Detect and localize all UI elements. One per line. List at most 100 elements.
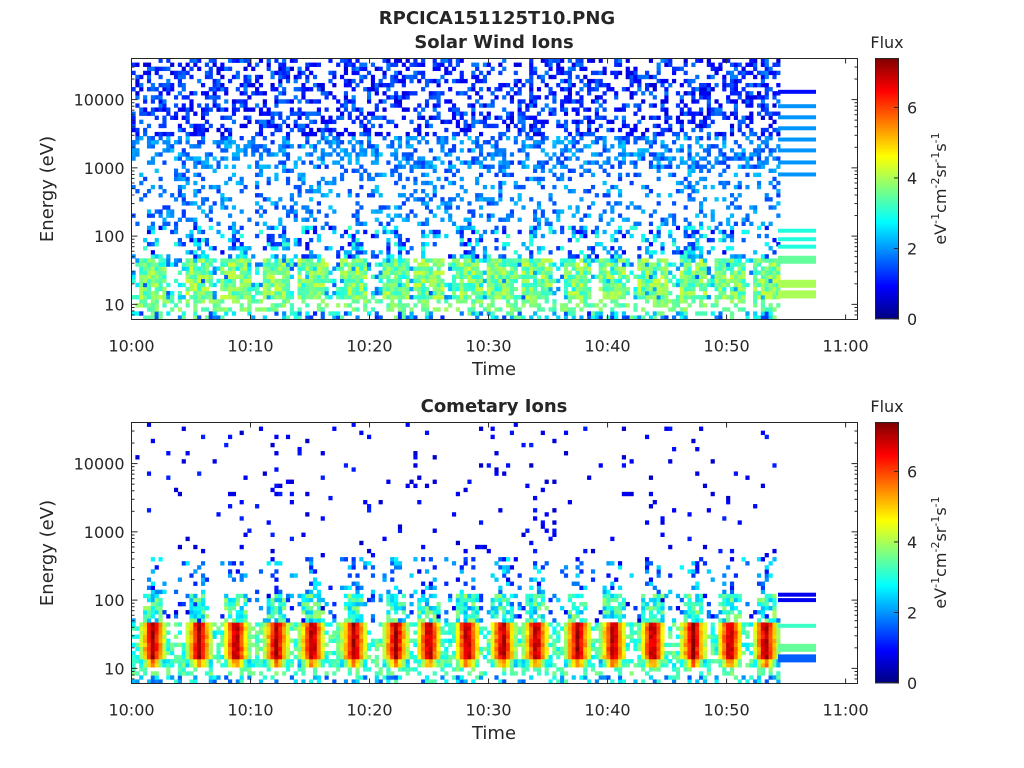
heatmap-cell [749, 103, 754, 108]
heatmap-cell [459, 127, 464, 133]
heatmap-cell [154, 140, 159, 145]
heatmap-cell [255, 286, 260, 292]
heatmap-cell [397, 99, 403, 104]
heatmap-cell [660, 311, 665, 316]
heatmap-cell [475, 156, 480, 161]
heatmap-cell [177, 156, 182, 161]
heatmap-cell [563, 282, 569, 288]
colorbar-swatch [875, 99, 899, 102]
heatmap-cell [459, 290, 464, 296]
heatmap-cell [293, 123, 298, 129]
heatmap-cell [135, 295, 140, 300]
heatmap-cell [533, 119, 538, 125]
heatmap-cell [301, 180, 306, 186]
heatmap-cell [444, 299, 449, 304]
heatmap-cell [486, 103, 491, 108]
heatmap-cell [517, 229, 522, 235]
heatmap-cell [668, 213, 673, 218]
heatmap-cell [309, 213, 314, 218]
heatmap-cell [621, 262, 626, 267]
heatmap-cell [509, 119, 515, 125]
heatmap-cell [278, 282, 283, 288]
heatmap-cell [282, 74, 287, 80]
heatmap-cell [258, 168, 264, 173]
heatmap-cell [336, 303, 341, 308]
heatmap-cell [289, 295, 294, 300]
heatmap-cell [285, 242, 291, 247]
heatmap-cell [150, 634, 155, 639]
heatmap-cell [282, 62, 287, 67]
heatmap-cell [648, 250, 654, 255]
heatmap-cell [355, 286, 360, 292]
heatmap-cell [204, 258, 210, 263]
heatmap-cell [247, 282, 252, 288]
heatmap-cell [478, 103, 484, 108]
heatmap-cell [729, 274, 735, 280]
heatmap-cell [247, 58, 252, 63]
heatmap-cell [451, 107, 457, 112]
heatmap-cell [737, 266, 742, 271]
heatmap-cell [409, 74, 414, 80]
heatmap-cell [614, 70, 619, 76]
heatmap-cell [432, 66, 437, 72]
heatmap-cell [150, 671, 155, 676]
heatmap-cell [509, 115, 515, 120]
heatmap-cell [714, 299, 719, 304]
heatmap-cell [552, 278, 557, 284]
heatmap-cell [432, 189, 437, 194]
heatmap-cell [749, 205, 754, 210]
heatmap-cell [266, 107, 271, 112]
heatmap-cell [251, 152, 256, 157]
heatmap-cell [324, 127, 329, 133]
heatmap-cell [305, 278, 310, 284]
heatmap-cell [220, 258, 225, 263]
heatmap-cell [448, 205, 453, 210]
heatmap-cell [270, 237, 275, 243]
heatmap-cell [397, 205, 403, 210]
heatmap-cell [339, 266, 345, 271]
heatmap-cell [718, 311, 723, 316]
heatmap-cell [614, 91, 619, 96]
heatmap-cell [309, 274, 314, 280]
heatmap-cell [753, 74, 758, 80]
heatmap-cell [741, 148, 746, 153]
heatmap-cell [687, 270, 692, 275]
heatmap-cell [548, 250, 553, 255]
heatmap-cell [687, 246, 692, 251]
heatmap-cell [695, 274, 700, 280]
heatmap-cell [274, 307, 279, 312]
heatmap-cell [270, 87, 275, 92]
heatmap-cell [197, 282, 202, 288]
heatmap-cell [139, 286, 144, 292]
heatmap-cell [722, 78, 727, 84]
heatmap-cell [617, 152, 623, 157]
heatmap-cell [135, 642, 140, 648]
heatmap-cell [363, 123, 368, 129]
heatmap-cell [563, 184, 569, 190]
heatmap-cell [710, 217, 715, 222]
heatmap-cell [702, 258, 708, 263]
heatmap-cell [664, 95, 669, 100]
heatmap-cell [598, 286, 603, 292]
heatmap-cell [197, 225, 202, 231]
heatmap-cell [135, 82, 140, 88]
heatmap-cell [154, 66, 159, 72]
heatmap-cell [239, 246, 244, 251]
heatmap-cell [394, 303, 399, 308]
heatmap-cell [451, 274, 457, 280]
heatmap-cell [648, 266, 654, 271]
heatmap-cell [706, 62, 711, 67]
heatmap-cell [316, 184, 321, 190]
heatmap-cell [336, 115, 341, 120]
heatmap-cell [506, 258, 511, 263]
heatmap-cell [471, 123, 476, 129]
heatmap-cell [201, 266, 206, 271]
heatmap-cell [614, 74, 619, 80]
heatmap-cell [413, 127, 418, 133]
heatmap-cell [347, 303, 352, 308]
heatmap-cell [282, 66, 287, 72]
heatmap-cell [533, 144, 538, 149]
heatmap-cell [316, 111, 321, 116]
heatmap-cell [648, 290, 654, 296]
heatmap-cell [266, 278, 271, 284]
